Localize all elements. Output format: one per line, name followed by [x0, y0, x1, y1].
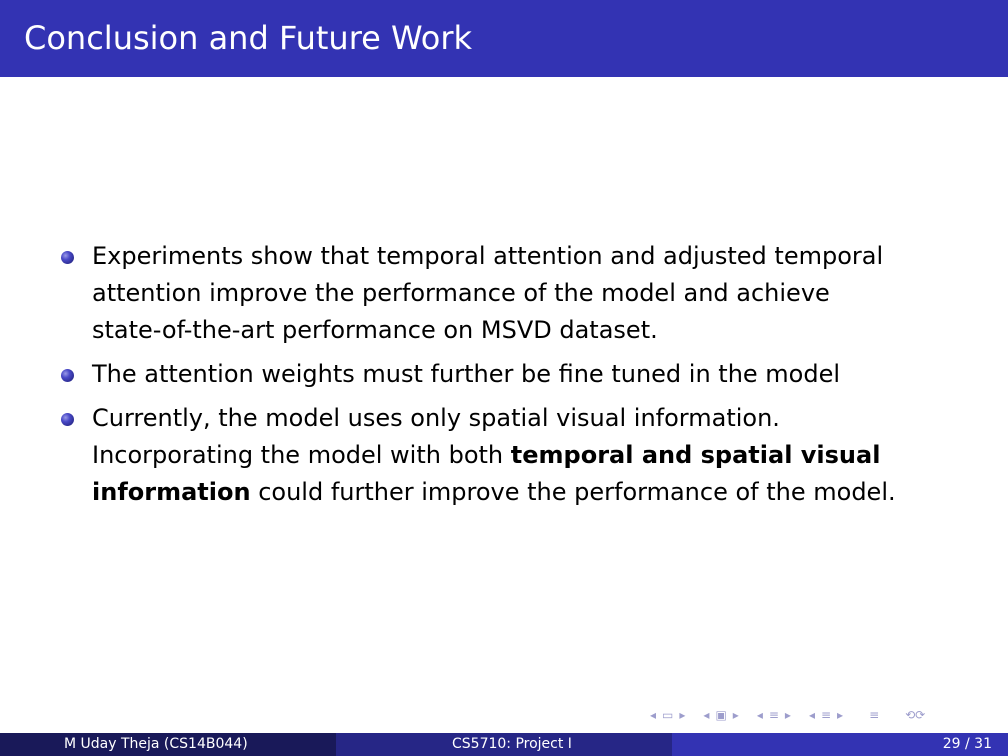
- section2-prev-icon[interactable]: ◂: [808, 708, 815, 722]
- frame-icon: ▭: [662, 708, 674, 722]
- bullet-icon: [61, 251, 74, 264]
- bullet-item: Currently, the model uses only spatial v…: [60, 400, 960, 511]
- bullet-text: Experiments show that temporal attention…: [92, 242, 884, 344]
- section-prev-icon[interactable]: ◂: [756, 708, 763, 722]
- section-next-icon[interactable]: ▸: [784, 708, 791, 722]
- search-icon[interactable]: ⟲⟳: [905, 708, 926, 722]
- bullet-text: Currently, the model uses only spatial v…: [92, 400, 960, 511]
- beamer-navigation: ◂ ▭ ▸ ◂ ▣ ▸ ◂ ≡ ▸ ◂ ≡ ▸ ≡ ⟲⟳: [650, 705, 925, 725]
- section-icon: ≡: [768, 708, 779, 722]
- footer-bar: M Uday Theja (CS14B044) CS5710: Project …: [0, 733, 1008, 756]
- footer-author: M Uday Theja (CS14B044): [0, 733, 336, 756]
- bullet-icon: [61, 413, 74, 426]
- title-bar: Conclusion and Future Work: [0, 0, 1008, 77]
- footer-page-number: 29 / 31: [672, 733, 1008, 756]
- frame-prev-icon[interactable]: ◂: [650, 708, 657, 722]
- align-icon[interactable]: ≡: [869, 708, 880, 722]
- slide-title: Conclusion and Future Work: [24, 19, 473, 57]
- bullet-item: The attention weights must further be fi…: [60, 356, 960, 393]
- bullet-text-part: Currently, the model uses only spatial v…: [92, 404, 780, 469]
- bullet-text-bold: temporal and spatial visual information: [92, 441, 881, 506]
- subsection-next-icon[interactable]: ▸: [732, 708, 739, 722]
- slide-content: Experiments show that temporal attention…: [60, 238, 960, 518]
- section2-next-icon[interactable]: ▸: [837, 708, 844, 722]
- bullet-icon: [61, 369, 74, 382]
- bullet-text: The attention weights must further be fi…: [92, 360, 841, 388]
- frame-next-icon[interactable]: ▸: [679, 708, 686, 722]
- bullet-text-part: could further improve the performance of…: [250, 478, 896, 506]
- subsection-icon: ▣: [715, 708, 727, 722]
- subsection-prev-icon[interactable]: ◂: [703, 708, 710, 722]
- footer-course: CS5710: Project I: [336, 733, 672, 756]
- section2-icon: ≡: [820, 708, 832, 722]
- bullet-item: Experiments show that temporal attention…: [60, 238, 960, 349]
